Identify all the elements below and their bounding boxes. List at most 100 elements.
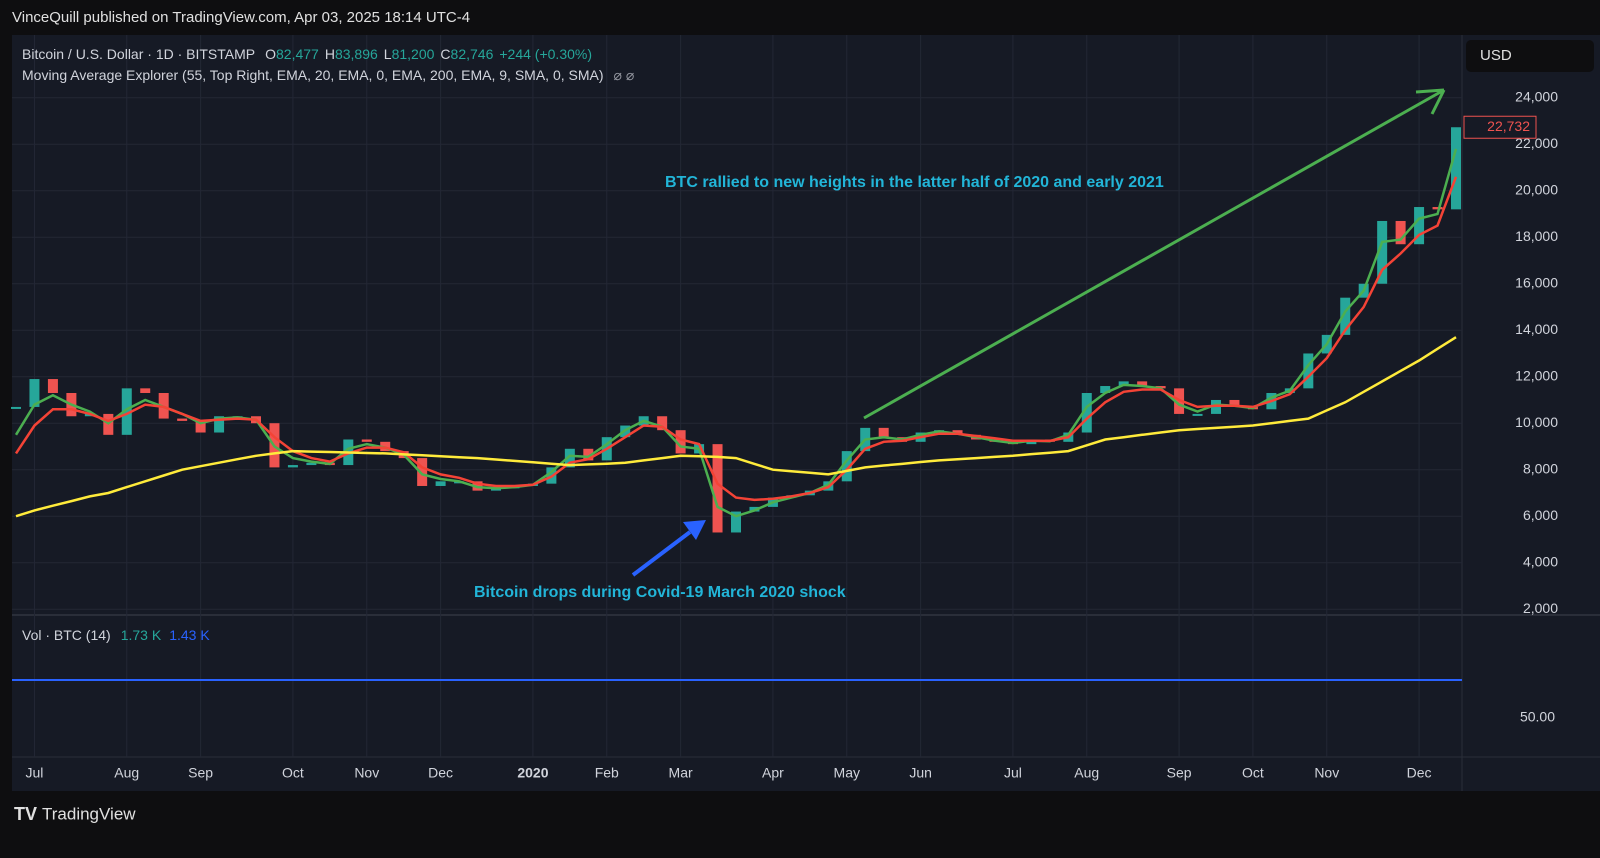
candle [29,379,40,407]
last-price-tag [1463,115,1537,139]
candle [657,416,668,431]
x-tick-label: Sep [1167,765,1192,781]
publisher: VinceQuill published on TradingView.com,… [12,9,470,26]
candle [1432,207,1443,210]
y-tick-label: 22,000 [1515,135,1558,151]
x-tick-label: Aug [114,765,139,781]
ohlc-value: 82,477 [276,46,319,62]
x-tick-label: Sep [188,765,213,781]
y-tick-label: 18,000 [1515,228,1558,244]
x-tick-label: Jul [1004,765,1022,781]
candle [177,418,188,421]
annotation: BTC rallied to new heights in the latter… [665,174,1164,191]
ohlc-key: L [384,46,392,62]
ohlc-value: 81,200 [392,46,435,62]
x-tick-label: Oct [282,765,304,781]
y-tick-label: 8,000 [1523,460,1558,476]
candle [1414,207,1425,245]
volume-name: Vol · BTC (14) [22,627,111,643]
drop-arrow-head [683,520,706,540]
candle [1137,381,1148,387]
candle [361,439,372,442]
last-price-label: 22,732 [1487,118,1530,134]
symbol: Bitcoin / U.S. Dollar · 1D · BITSTAMP O82… [22,46,592,62]
x-tick-label: Dec [1407,765,1432,781]
marks [11,127,1461,533]
x-tick-label: Oct [1242,765,1264,781]
candle [11,406,21,409]
drop-arrow-shaft [631,530,692,577]
currency[interactable]: USD [1480,47,1512,64]
ohlc-value: 82,746 [451,46,494,62]
annotation: Bitcoin drops during Covid-19 March 2020… [474,584,846,601]
y-tick-label: 16,000 [1515,274,1558,290]
candle [1303,353,1314,389]
ohlc-value: 83,896 [335,46,378,62]
candle [1100,386,1111,393]
candle [675,430,686,454]
x-tick-label: Nov [1314,765,1339,781]
brand: TradingView [42,804,136,823]
candle [1081,392,1092,433]
x-tick-label: May [834,765,860,781]
candle [47,379,58,393]
candle [417,458,428,486]
candle [731,511,741,533]
candle [214,416,225,433]
candle [140,388,151,393]
ohlc-key: C [440,46,450,62]
currency-box[interactable] [1466,40,1594,72]
candle [712,444,723,533]
candle [121,388,132,435]
y-tick-label: 12,000 [1515,367,1558,383]
ohlc-key: O [265,46,276,62]
indicator: Moving Average Explorer (55, Top Right, … [22,67,634,83]
y-tick-label: 4,000 [1523,553,1558,569]
volume-value: 1.43 K [169,627,210,643]
candle [1192,413,1203,416]
indicator-icons[interactable]: ⌀ ⌀ [614,67,635,83]
candle [306,462,317,466]
rally-arrow [863,88,1446,420]
x-tick-label: Dec [428,765,453,781]
candle [583,448,594,461]
x-tick-label: Aug [1074,765,1099,781]
moving-average [15,336,1457,518]
candle [287,465,298,468]
x-tick-label: 2020 [517,765,548,781]
indicator-name: Moving Average Explorer (55, Top Right, … [22,67,604,83]
candle [435,481,446,486]
x-tick-label: Jun [909,765,932,781]
change: +244 (+0.30%) [499,46,592,62]
candle [195,420,206,433]
y-tick-label: 20,000 [1515,181,1558,197]
x-tick-label: Jul [26,765,44,781]
candle [1229,399,1240,407]
ohlc-key: H [325,46,335,62]
x-tick-label: Mar [669,765,693,781]
volume-title: Vol · BTC (14) 1.73 K 1.43 K [22,627,210,643]
y-tick-label: 6,000 [1523,507,1558,523]
x-tick-label: Apr [762,765,784,781]
candle [878,427,889,438]
candle [1451,127,1461,210]
candle [1377,220,1388,284]
candle [564,448,575,468]
y-tick-label: 10,000 [1515,414,1558,430]
volume-value: 1.73 K [121,627,162,643]
brand-logo: TV [14,804,37,824]
volume-axis-label: 50.00 [1520,709,1555,725]
candle [1395,220,1406,245]
x-tick-label: Nov [354,765,379,781]
y-tick-label: 24,000 [1515,88,1558,104]
y-tick-label: 2,000 [1523,600,1558,616]
candle [1340,297,1351,335]
x-tick-label: Feb [595,765,619,781]
symbol-name: Bitcoin / U.S. Dollar · 1D · BITSTAMP [22,46,255,62]
moving-average [14,176,1458,502]
candle [841,451,852,482]
y-tick-label: 14,000 [1515,321,1558,337]
chart-panel [12,35,1600,791]
